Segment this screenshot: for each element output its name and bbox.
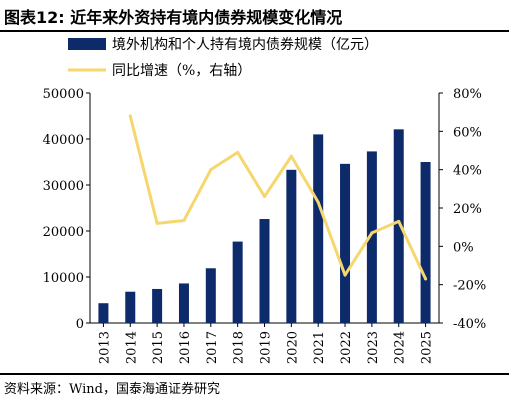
growth-point (370, 231, 374, 235)
y-right-tick-label: 60% (453, 125, 482, 140)
y-right-tick-label: 40% (453, 164, 482, 179)
bar (125, 291, 136, 323)
title-rule (0, 30, 509, 32)
growth-point (263, 195, 266, 198)
y-left-tick-label: 50000 (43, 87, 84, 102)
growth-point (289, 154, 293, 158)
x-tick-label: 2025 (420, 331, 435, 364)
bar (313, 134, 324, 323)
x-tick-label: 2013 (97, 331, 112, 364)
x-tick-label: 2017 (205, 331, 220, 364)
growth-point (424, 277, 428, 281)
y-right-tick-label: 80% (453, 87, 482, 102)
growth-point (209, 168, 213, 172)
legend-label-bar: 境外机构和个人持有境内债券规模（亿元） (112, 37, 378, 53)
bar (393, 129, 404, 323)
growth-point (182, 218, 186, 222)
x-tick-label: 2021 (312, 331, 327, 364)
bar (340, 163, 351, 323)
y-left-tick-label: 20000 (43, 225, 84, 240)
source-rule (0, 373, 509, 375)
x-tick-label: 2020 (285, 331, 300, 364)
y-right-tick-label: 20% (453, 202, 482, 217)
x-tick-label: 2014 (124, 331, 139, 364)
y-left-tick-label: 40000 (43, 133, 84, 148)
y-right-tick-label: 0% (453, 240, 474, 255)
bar (152, 288, 163, 323)
x-tick-label: 2015 (151, 331, 166, 364)
y-left-tick-label: 0 (76, 317, 84, 332)
y-right-tick-label: -40% (453, 317, 486, 332)
bar (232, 241, 243, 323)
bar (366, 151, 377, 323)
x-tick-label: 2024 (393, 331, 408, 364)
growth-point (236, 150, 240, 154)
bar (259, 219, 270, 323)
growth-point (343, 273, 347, 277)
bar (420, 162, 431, 323)
bar (178, 283, 189, 323)
x-tick-label: 2016 (178, 331, 193, 364)
y-right-tick-label: -20% (453, 279, 486, 294)
bar (286, 169, 297, 323)
bar (205, 268, 216, 323)
growth-point (128, 114, 132, 118)
legend-swatch-bar (68, 38, 106, 50)
growth-point (316, 200, 320, 204)
legend-label-line: 同比增速（%，右轴） (112, 63, 251, 79)
x-tick-label: 2019 (259, 331, 274, 364)
y-left-tick-label: 10000 (43, 271, 84, 286)
growth-point (155, 221, 159, 225)
figure-title: 图表12: 近年来外资持有境内债券规模变化情况 (4, 8, 343, 27)
x-tick-label: 2018 (232, 331, 247, 364)
y-left-tick-label: 30000 (43, 179, 84, 194)
bar (98, 303, 109, 323)
source-note: 资料来源：Wind，国泰海通证券研究 (4, 382, 220, 397)
x-tick-label: 2023 (366, 331, 381, 364)
growth-point (397, 219, 401, 223)
x-tick-label: 2022 (339, 331, 354, 364)
growth-line (128, 114, 428, 281)
